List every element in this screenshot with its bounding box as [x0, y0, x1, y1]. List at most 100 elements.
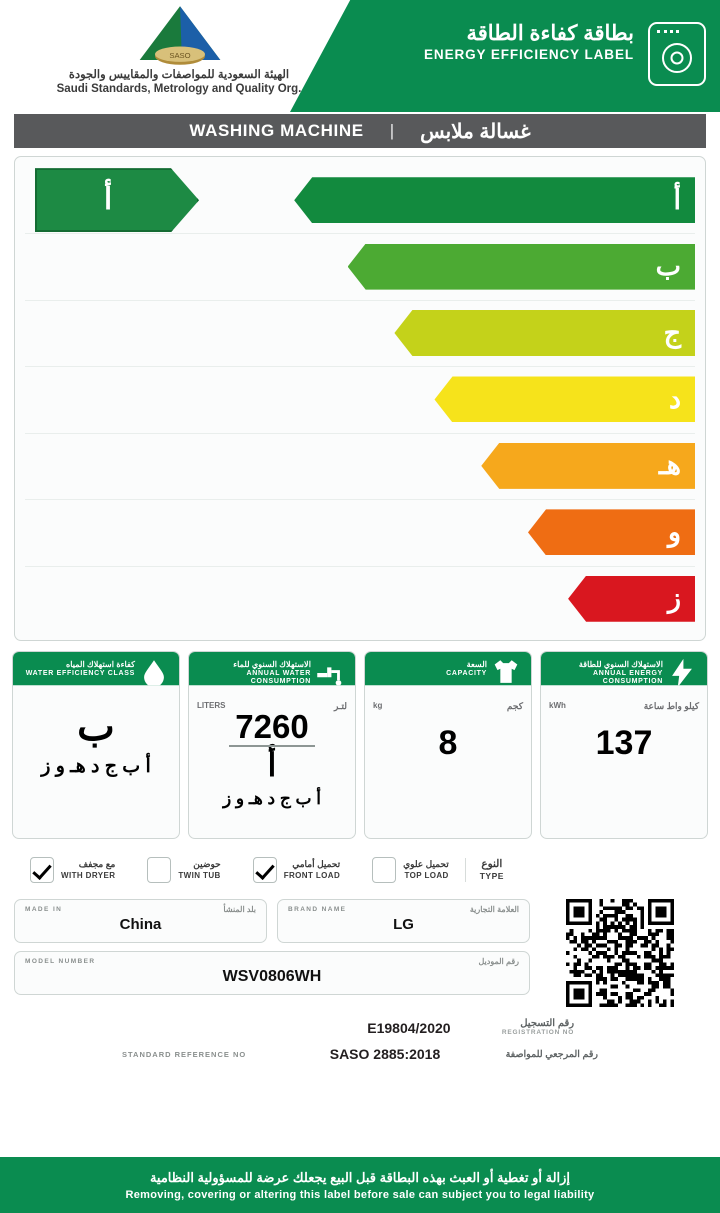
panel-header-ar: كفاءة استهلاك المياه [66, 660, 135, 669]
panel-energy-consumption: الاستهلاك السنوي للطاقة ANNUAL ENERGY CON… [540, 651, 708, 839]
type-label-en: TYPE [479, 871, 504, 882]
qr-code-image [566, 899, 674, 1007]
scale-row-6: و [27, 499, 695, 565]
class-arrow-letter: هـ [658, 450, 681, 481]
type-option-top-load[interactable]: تحميل علوي TOP LOAD [356, 857, 465, 883]
panel-value: 7260 [229, 710, 315, 747]
standard-row: STANDARD REFERENCE NO SASO 2885:2018 رقم… [14, 1041, 706, 1067]
type-checkbox-front-load[interactable] [252, 857, 277, 883]
panel-unit-ar: كجم [506, 701, 523, 711]
saso-logo: SASO [139, 6, 221, 65]
org-name-ar: الهيئة السعودية للمواصفات والمقاييس والج… [68, 69, 290, 81]
panel-header-ar: الاستهلاك السنوي للماء [233, 660, 311, 669]
panel-header: السعة CAPACITY [365, 652, 531, 686]
type-option-front-load[interactable]: تحميل أمامي FRONT LOAD [237, 857, 356, 883]
class-arrow-3: ج [394, 310, 695, 357]
fields-column: MADE IN بلد المنشأ China BRAND NAME العل… [14, 899, 530, 995]
model-label-en: MODEL NUMBER [25, 958, 96, 965]
legal-warning-en: Removing, covering or altering this labe… [125, 1188, 595, 1201]
panel-header-text: السعة CAPACITY [372, 660, 487, 678]
panel-header: الاستهلاك السنوي للماء ANNUAL WATER CONSU… [189, 652, 355, 686]
standard-label-ar: رقم المرجعي للمواصفة [505, 1048, 598, 1060]
type-option-ar: تحميل علوي [403, 859, 449, 870]
energy-label-title-ar: بطاقة كفاءة الطاقة [466, 22, 634, 45]
panel-class-letter: ب [77, 705, 115, 749]
scale-row-2: ب [27, 233, 695, 299]
type-option-en: TWIN TUB [178, 870, 221, 880]
type-row-label: النوع TYPE [464, 858, 514, 882]
panel-header-en: ANNUAL WATER CONSUMPTION [246, 669, 311, 686]
model-value: WSV0806WH [222, 968, 322, 985]
panel-value: 137 [595, 724, 653, 762]
model-field: MODEL NUMBER رقم الموديل WSV0806WH [14, 951, 530, 995]
type-checkbox-top-load[interactable] [372, 857, 397, 883]
machine-type-row: النوع TYPE مع مجفف WITH DRYER حوضين TWIN TU… [14, 847, 706, 893]
type-option-caption: تحميل أمامي FRONT LOAD [284, 859, 340, 880]
washer-drum-icon [662, 42, 692, 73]
efficiency-scale: أ أ ب ج د هـ و ز [14, 156, 706, 641]
water-drop-icon [137, 656, 171, 686]
faucet-icon [313, 656, 347, 686]
scale-gridlines [25, 167, 695, 630]
scale-row-5: هـ [27, 433, 695, 499]
type-option-with-dryer[interactable]: مع مجفف WITH DRYER [14, 857, 131, 883]
washing-machine-icon [648, 22, 706, 86]
panel-unit-en: kWh [549, 701, 566, 710]
class-arrow-7: ز [568, 575, 695, 622]
type-option-en: TOP LOAD [404, 870, 449, 880]
bolt-icon [665, 656, 699, 686]
panel-unit-en: kg [373, 701, 383, 710]
class-arrow-4: د [434, 376, 695, 423]
brand-value: LG [393, 916, 414, 933]
product-title-ar: غسالة ملابس [420, 120, 531, 143]
panel-water-consumption: الاستهلاك السنوي للماء ANNUAL WATER CONSU… [188, 651, 356, 839]
scale-row-4: د [27, 366, 695, 432]
panel-header-text: الاستهلاك السنوي للماء ANNUAL WATER CONSU… [196, 660, 311, 686]
class-arrow-2: ب [347, 243, 695, 290]
type-option-ar: تحميل أمامي [292, 859, 341, 870]
panel-body: ب أ ب ج د هـ و ز [13, 697, 179, 838]
class-arrow-6: و [528, 509, 695, 556]
class-arrow-letter: ز [667, 583, 681, 614]
class-arrow-5: هـ [481, 442, 695, 489]
registration-value: E19804/2020 [367, 1020, 451, 1036]
made-in-label-ar: بلد المنشأ [223, 905, 256, 914]
washer-knobs-icon [657, 30, 679, 38]
class-arrow-letter: أ [673, 184, 681, 215]
type-option-caption: مع مجفف WITH DRYER [61, 859, 115, 880]
type-option-caption: حوضين TWIN TUB [178, 859, 220, 880]
product-title-bar: WASHING MACHINE | غسالة ملابس [14, 114, 706, 148]
standard-value: SASO 2885:2018 [329, 1046, 441, 1062]
type-option-ar: مع مجفف [78, 859, 116, 870]
panel-header-text: كفاءة استهلاك المياه WATER EFFICIENCY CLA… [20, 660, 135, 678]
panel-header-en: WATER EFFICIENCY CLASS [25, 669, 135, 677]
type-option-caption: تحميل علوي TOP LOAD [403, 859, 449, 880]
scale-rows: أ أ ب ج د هـ و ز [27, 167, 695, 630]
brand-label-en: BRAND NAME [288, 906, 347, 913]
brand-field: BRAND NAME العلامة التجارية LG [277, 899, 530, 943]
class-arrow-1: أ [294, 177, 695, 224]
brand-label-ar: العلامة التجارية [469, 905, 519, 914]
type-checkbox-twin-tub[interactable] [147, 857, 172, 883]
org-name: الهيئة السعودية للمواصفات والمقاييس والج… [14, 68, 344, 97]
panel-units: kWh كيلو واط ساعة [549, 701, 699, 712]
panel-header-ar: السعة [466, 660, 487, 669]
panel-unit-ar: كيلو واط ساعة [643, 701, 699, 711]
registration-label: رقم التسجيل REGISTRATION NO [502, 1019, 574, 1036]
qr-code[interactable] [540, 899, 700, 1009]
legal-warning-ar: إزالة أو تغطية أو العبث بهذه البطاقة قبل… [149, 1169, 571, 1185]
made-in-field: MADE IN بلد المنشأ China [14, 899, 267, 943]
energy-label-title-en: ENERGY EFFICIENCY LABEL [424, 47, 634, 63]
type-options: مع مجفف WITH DRYER حوضين TWIN TUB تحميل أمام… [14, 857, 465, 883]
type-option-twin-tub[interactable]: حوضين TWIN TUB [131, 857, 236, 883]
registration-block: E19804/2020 رقم التسجيل REGISTRATION NO … [14, 1015, 706, 1067]
scale-row-3: ج [27, 300, 695, 366]
type-checkbox-with-dryer[interactable] [30, 857, 54, 883]
panel-body: kg كجم 8 [365, 697, 531, 838]
label-header: SASO الهيئة السعودية للمواصفات والمقاييس… [0, 0, 720, 112]
panel-water-efficiency-class: كفاءة استهلاك المياه WATER EFFICIENCY CLA… [12, 651, 180, 839]
panel-capacity: السعة CAPACITY kg كجم 8 [364, 651, 532, 839]
class-arrow-letter: ج [663, 317, 681, 348]
current-class-badge: أ [35, 168, 199, 232]
